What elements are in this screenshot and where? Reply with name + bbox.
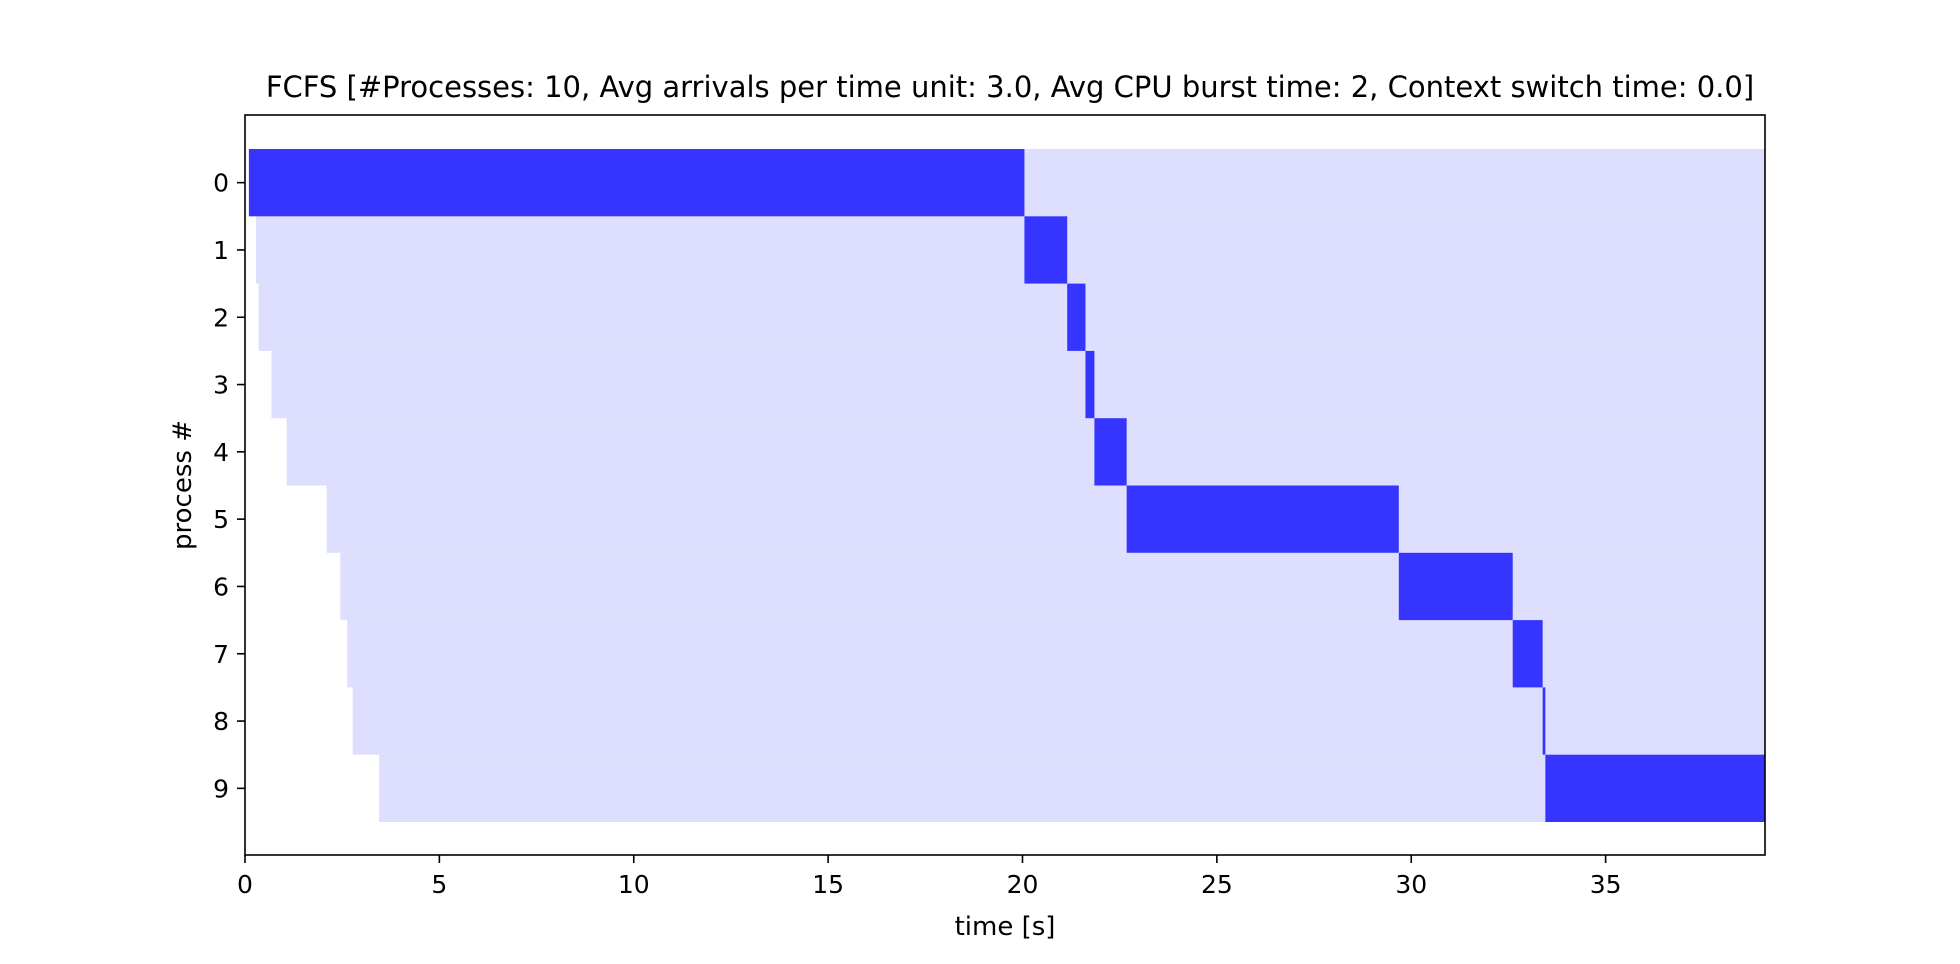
running-bar-4 (1094, 418, 1127, 486)
x-tick-label-0: 0 (237, 870, 253, 899)
x-tick-label-10: 10 (618, 870, 650, 899)
running-bar-2 (1067, 283, 1086, 351)
y-tick-label-5: 5 (213, 505, 229, 534)
running-bar-8 (1542, 687, 1546, 755)
waiting-bar-4 (286, 418, 1765, 486)
waiting-bar-8 (352, 687, 1765, 755)
y-axis: 0 1 2 3 4 5 6 7 8 9 (213, 169, 245, 803)
y-tick-label-2: 2 (213, 303, 229, 332)
y-tick-label-7: 7 (213, 640, 229, 669)
running-bar-6 (1398, 552, 1513, 621)
waiting-bar-5 (326, 485, 1765, 553)
x-tick-label-35: 35 (1590, 870, 1622, 899)
waiting-bar-7 (347, 620, 1765, 688)
y-tick-label-4: 4 (213, 438, 229, 467)
running-bar-7 (1512, 620, 1543, 688)
x-tick-label-20: 20 (1007, 870, 1039, 899)
x-axis-label: time [s] (955, 912, 1056, 942)
waiting-bar-9 (379, 754, 1765, 822)
waiting-bar-3 (271, 350, 1765, 419)
running-bar-9 (1545, 754, 1765, 822)
y-tick-label-3: 3 (213, 371, 229, 400)
running-bar-5 (1126, 485, 1399, 553)
x-tick-label-5: 5 (431, 870, 447, 899)
plot-frame (244, 114, 1766, 856)
running-bar-0 (248, 149, 1025, 217)
y-tick-label-9: 9 (213, 774, 229, 803)
waiting-bar-6 (340, 552, 1766, 621)
y-tick-label-8: 8 (213, 707, 229, 736)
running-bar-3 (1085, 350, 1095, 419)
y-tick-label-1: 1 (213, 236, 229, 265)
waiting-bar-1 (255, 216, 1766, 284)
x-tick-label-30: 30 (1395, 870, 1427, 899)
x-axis: 0 5 10 15 20 25 30 35 (237, 855, 1622, 899)
running-bar-1 (1024, 216, 1068, 284)
x-tick-label-15: 15 (812, 870, 844, 899)
x-tick-label-25: 25 (1201, 870, 1233, 899)
waiting-bar-2 (258, 283, 1765, 351)
y-tick-label-0: 0 (213, 169, 229, 198)
chart-title: FCFS [#Processes: 10, Avg arrivals per t… (266, 70, 1754, 104)
y-tick-label-6: 6 (213, 572, 229, 601)
y-axis-label: process # (168, 420, 198, 550)
bars-layer (248, 149, 1766, 822)
